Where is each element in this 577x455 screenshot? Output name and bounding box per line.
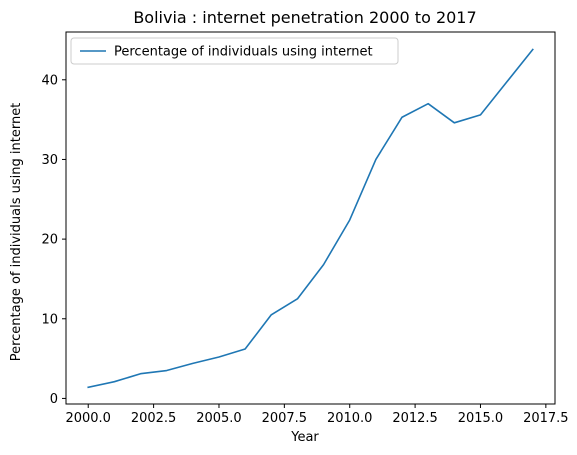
series-line: [87, 48, 534, 389]
legend-box: [70, 37, 399, 65]
x-tick-label: 2012.5: [392, 411, 438, 426]
y-tick-label: 20: [41, 233, 58, 248]
y-tick-label: 40: [41, 73, 58, 88]
y-tick-label: 30: [41, 153, 58, 168]
plot-frame: [65, 31, 556, 405]
x-tick-label: 2005.0: [196, 411, 242, 426]
x-tick-label: 2015.0: [458, 411, 504, 426]
plot-area: 2000.0 2002.5 2005.0 2007.5 2010.0 2012.5 2015…: [41, 31, 569, 426]
x-tick-label: 2000.0: [65, 411, 111, 426]
x-tick-label: 2017.5: [523, 411, 569, 426]
chart-title: Bolivia : internet penetration 2000 to 2…: [133, 8, 476, 27]
y-axis-label: Percentage of individuals using internet: [9, 103, 24, 362]
x-axis-label: Year: [290, 430, 319, 445]
y-tick-label: 0: [50, 392, 58, 407]
x-tick-label: 2010.0: [327, 411, 373, 426]
legend-label: Percentage of individuals using internet: [114, 45, 373, 60]
x-tick-label: 2007.5: [262, 411, 308, 426]
x-tick-label: 2002.5: [131, 411, 177, 426]
y-tick-label: 10: [41, 312, 58, 327]
